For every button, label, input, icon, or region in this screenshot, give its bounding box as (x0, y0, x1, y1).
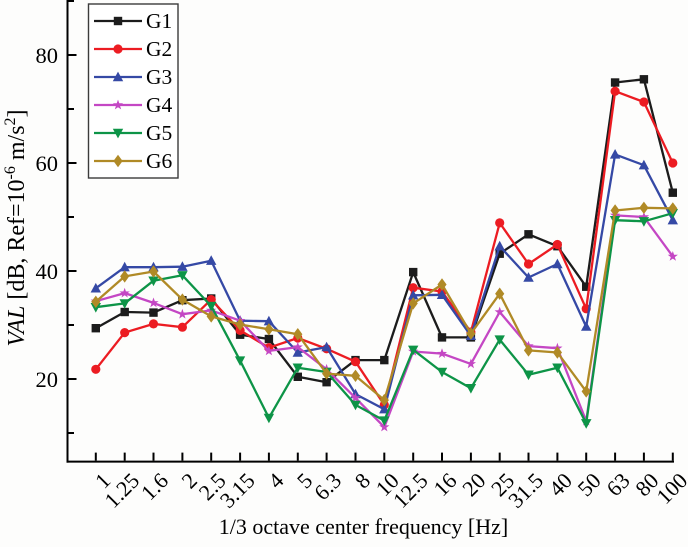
svg-text:G3: G3 (146, 65, 172, 89)
svg-text:1/3 octave center frequency [H: 1/3 octave center frequency [Hz] (219, 514, 509, 539)
svg-text:VAL [dB, Ref=10-6 m/s2]: VAL [dB, Ref=10-6 m/s2] (2, 109, 30, 346)
svg-text:20: 20 (36, 367, 59, 392)
svg-text:40: 40 (36, 259, 59, 284)
svg-text:G5: G5 (146, 121, 172, 145)
svg-text:60: 60 (36, 151, 59, 176)
svg-text:G4: G4 (146, 93, 173, 117)
svg-text:G2: G2 (146, 37, 172, 61)
svg-text:80: 80 (36, 43, 59, 68)
svg-text:G6: G6 (146, 149, 173, 173)
svg-text:G1: G1 (146, 9, 172, 33)
